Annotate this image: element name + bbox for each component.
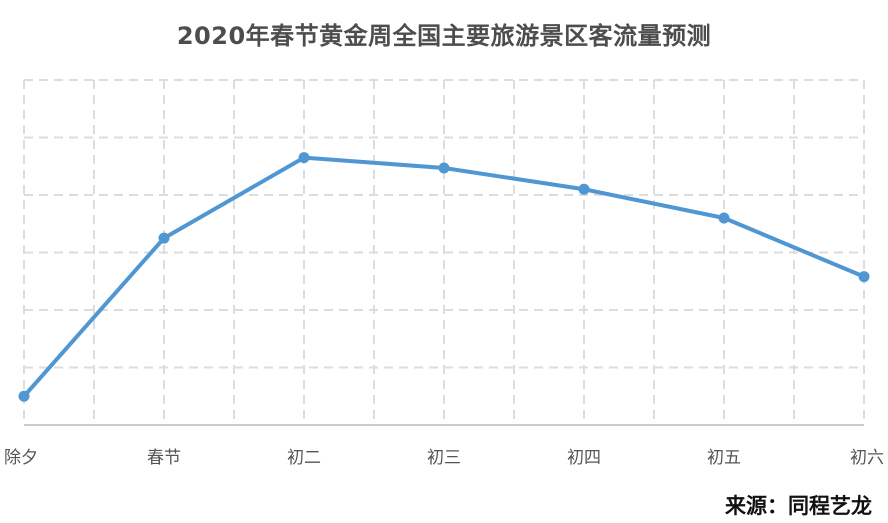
data-point bbox=[578, 183, 590, 195]
grid-layer bbox=[23, 79, 865, 425]
x-tick-label: 初五 bbox=[707, 448, 741, 468]
data-point bbox=[858, 271, 870, 283]
x-tick-label: 春节 bbox=[147, 448, 181, 468]
x-tick-label: 除夕 bbox=[4, 448, 38, 468]
data-point bbox=[718, 212, 730, 224]
chart-title: 2020年春节黄金周全国主要旅游景区客流量预测 bbox=[176, 22, 712, 50]
source-note: 来源：同程艺龙 bbox=[725, 494, 872, 518]
data-point bbox=[18, 390, 30, 402]
data-point bbox=[298, 152, 310, 164]
x-tick-label: 初二 bbox=[287, 448, 321, 468]
data-point bbox=[158, 232, 170, 244]
series-layer bbox=[18, 152, 870, 402]
x-tick-label: 初六 bbox=[850, 448, 884, 468]
x-tick-labels: 除夕 春节 初二 初三 初四 初五 初六 bbox=[4, 448, 884, 468]
x-tick-label: 初三 bbox=[427, 448, 461, 468]
data-point bbox=[438, 162, 450, 174]
x-tick-label: 初四 bbox=[567, 448, 601, 468]
